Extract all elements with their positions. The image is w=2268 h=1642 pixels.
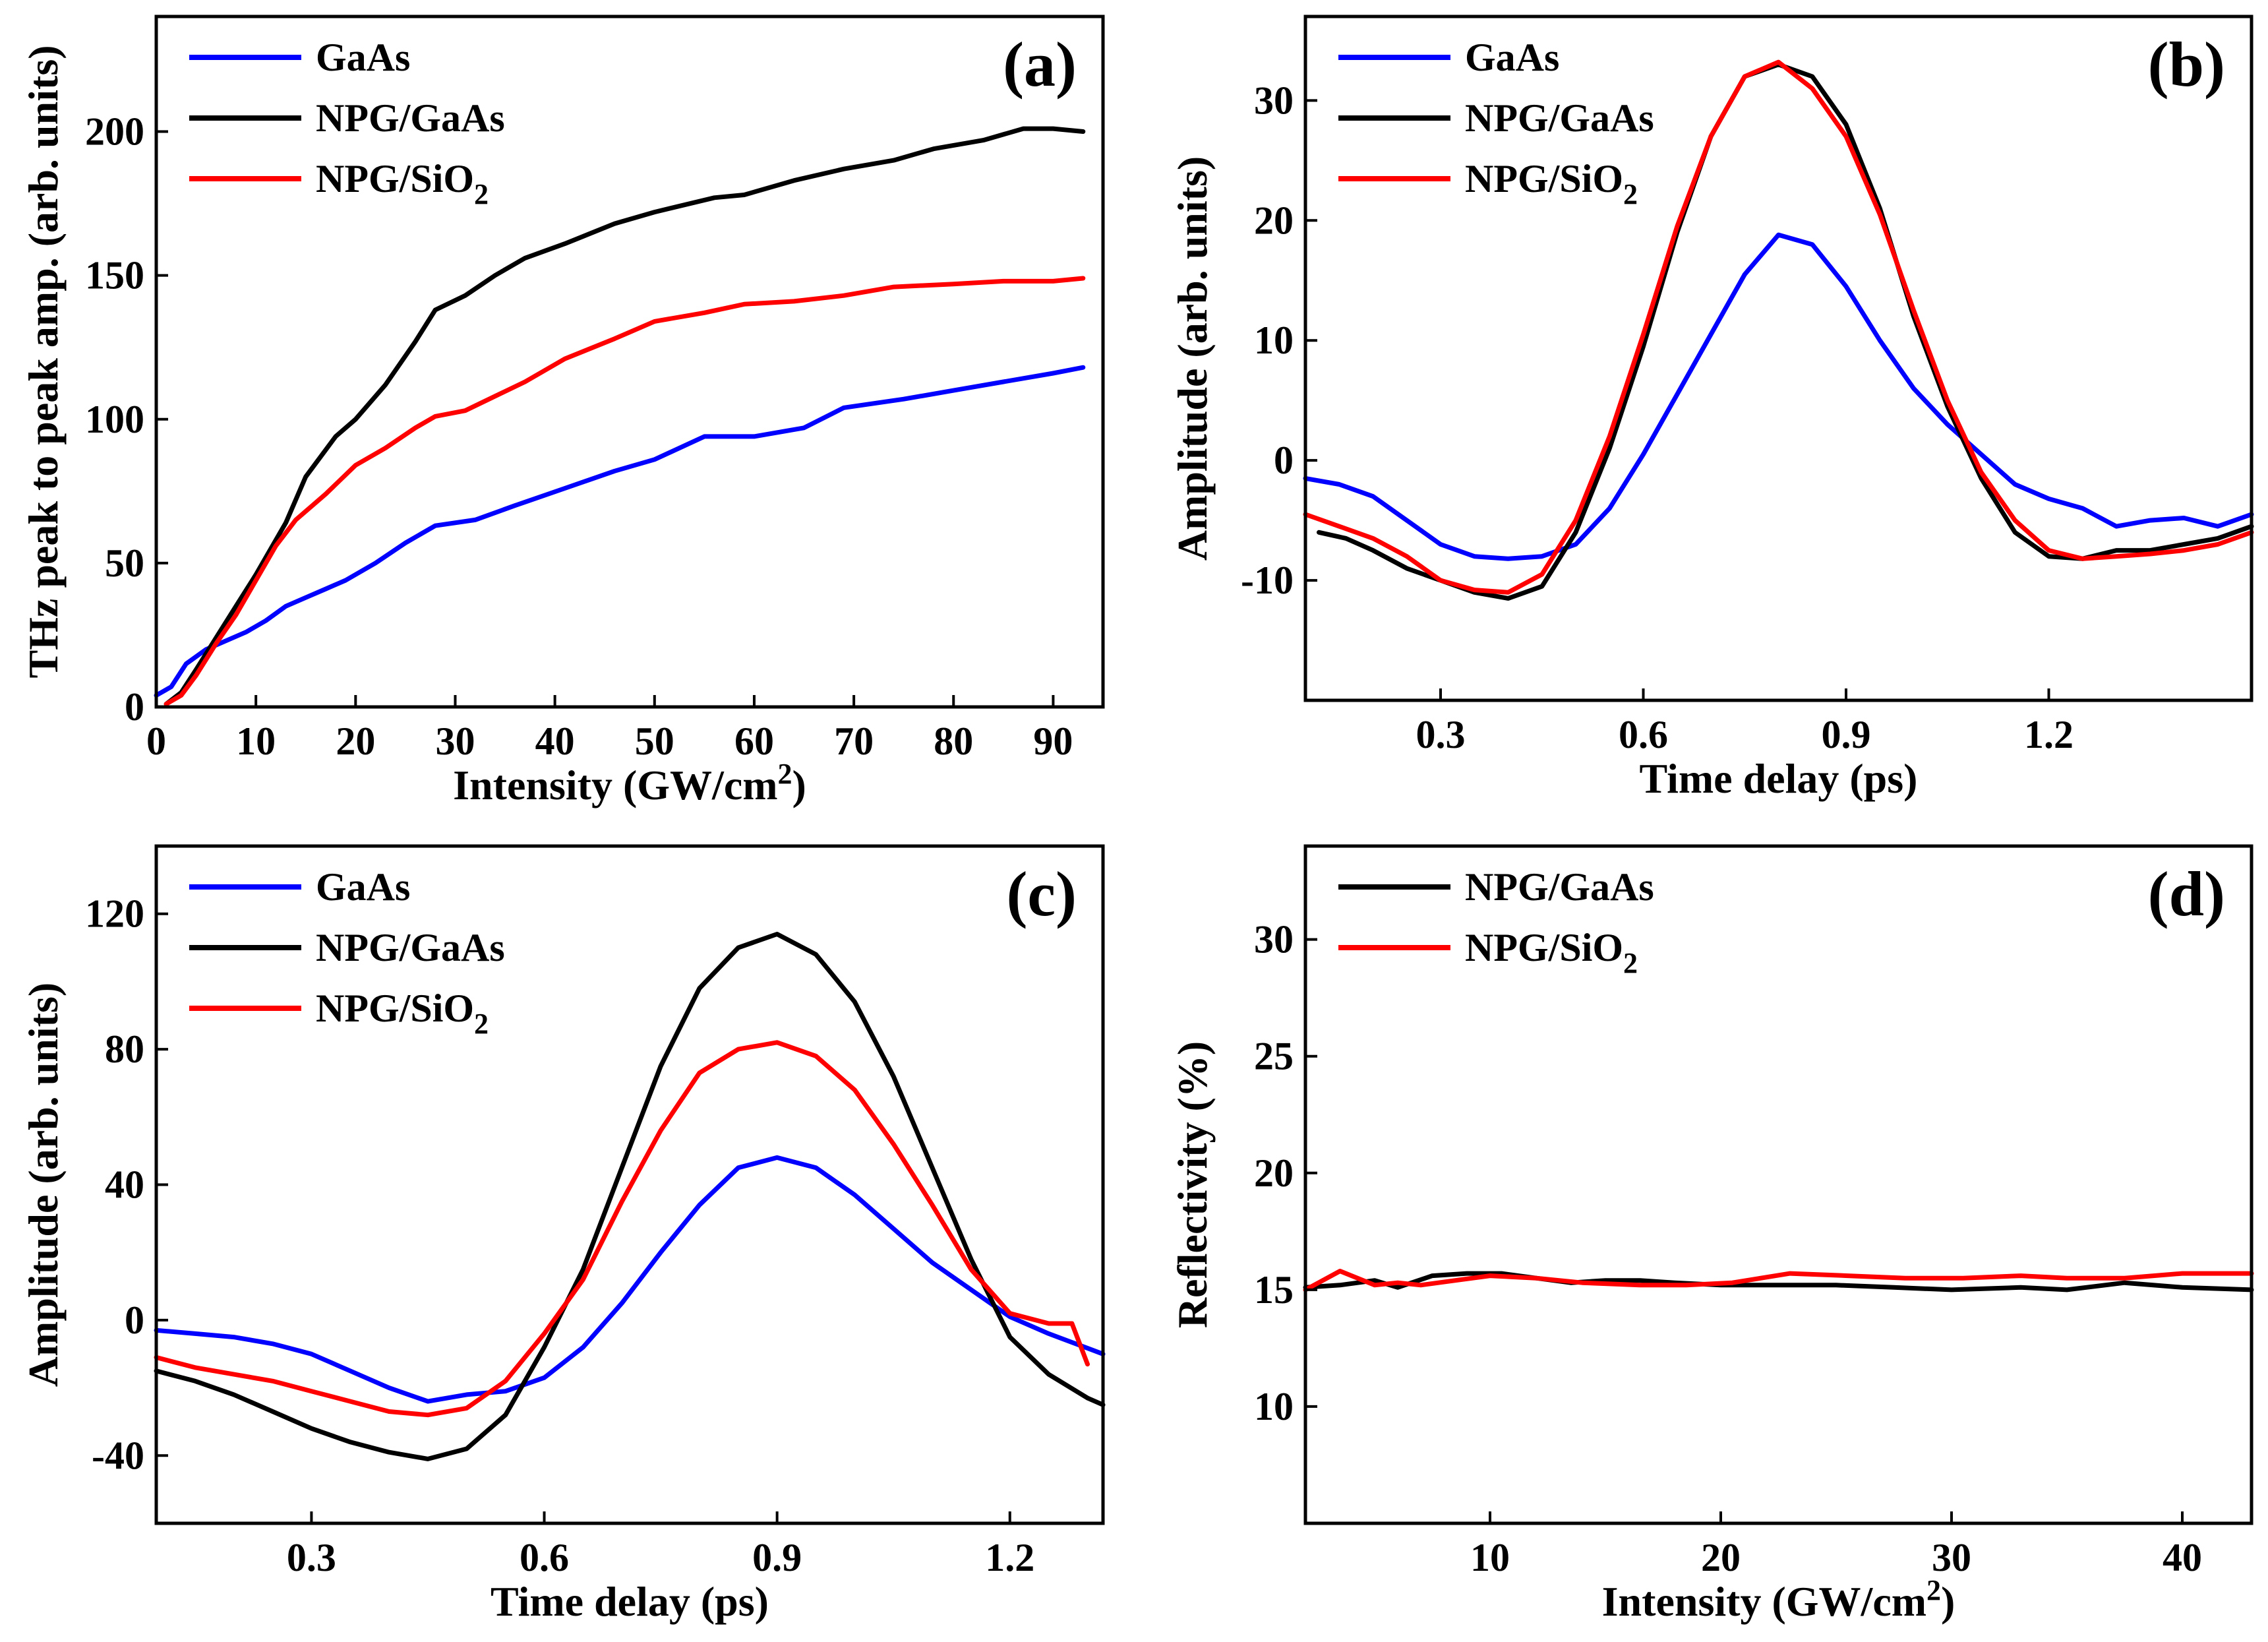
y-tick-label: 120: [85, 892, 144, 936]
y-tick-label: 0: [125, 685, 144, 729]
panel-c: 0.3 0.6 0.9 1.2 -40 0 40 80 120 Time delay (ps) Am…: [20, 844, 1106, 1625]
x-tick-label: 50: [635, 719, 674, 763]
x-tick-label: 20: [1701, 1536, 1741, 1579]
legend-entry: NPG/SiO2: [316, 157, 489, 210]
y-tick-label: 150: [85, 254, 144, 297]
x-axis-label: Intensity (GW/cm2): [453, 758, 806, 808]
x-tick-label: 0.3: [287, 1536, 336, 1579]
legend-entry: NPG/SiO2: [1465, 926, 1638, 979]
legend-entry: GaAs: [316, 36, 410, 79]
x-tick-label: 1.2: [985, 1536, 1034, 1579]
x-tick-label: 80: [934, 719, 973, 763]
x-axis-label: Time delay (ps): [1640, 755, 1918, 802]
legend-entry: NPG/SiO2: [316, 987, 489, 1040]
x-tick-label: 30: [435, 719, 475, 763]
y-tick-label: 0: [1274, 439, 1294, 482]
y-axis-label: Amplitude (arb. units): [20, 983, 67, 1387]
series-line-npg-sio2: [154, 1040, 1090, 1418]
series-line-npg-gaas: [1303, 1271, 2254, 1292]
y-tick-label: 10: [1254, 1385, 1294, 1428]
x-tick-label: 1.2: [2024, 713, 2074, 756]
plot-frame: [1303, 844, 2253, 1525]
y-tick-label: -10: [1241, 559, 1294, 602]
legend-entry: NPG/GaAs: [316, 926, 505, 969]
y-axis-label: Amplitude (arb. units): [1169, 156, 1216, 561]
y-tick-label: 20: [1254, 198, 1294, 242]
x-tick-label: 60: [734, 719, 774, 763]
panel-tag: (a): [1003, 29, 1077, 100]
y-tick-label: 30: [1254, 78, 1294, 122]
x-tick-label: 10: [1470, 1536, 1510, 1579]
legend: NPG/GaAs NPG/SiO2: [1338, 865, 1654, 979]
y-axis-label: THz peak to peak amp. (arb. units): [20, 45, 67, 678]
legend-entry: NPG/SiO2: [1465, 157, 1638, 210]
y-tick-label: 25: [1254, 1035, 1294, 1078]
legend-entry: NPG/GaAs: [1465, 865, 1654, 909]
panel-tag: (c): [1006, 859, 1077, 929]
x-tick-label: 10: [236, 719, 276, 763]
x-axis-label: Time delay (ps): [491, 1578, 769, 1625]
x-tick-label: 0.6: [520, 1536, 569, 1579]
y-tick-label: 200: [85, 110, 144, 154]
y-tick-label: 15: [1254, 1268, 1294, 1312]
legend-entry: GaAs: [1465, 36, 1559, 79]
x-tick-label: 0.3: [1416, 713, 1466, 756]
legend: GaAs NPG/GaAs NPG/SiO2: [189, 36, 505, 210]
x-tick-label: 90: [1033, 719, 1073, 763]
panel-b: 0.3 0.6 0.9 1.2 -10 0 10 20 30 Time delay (ps) Amp…: [1169, 15, 2254, 802]
series-line-gaas: [1303, 232, 2254, 561]
legend-entry: GaAs: [316, 865, 410, 909]
series-line-npg-gaas: [164, 126, 1086, 707]
y-tick-label: 100: [85, 398, 144, 441]
series-line-npg-sio2: [1303, 59, 2254, 595]
series-line-npg-sio2: [1303, 1269, 2254, 1292]
x-tick-label: 40: [535, 719, 575, 763]
x-tick-label: 0.6: [1619, 713, 1668, 756]
x-tick-label: 20: [336, 719, 375, 763]
plot-frame: [154, 15, 1105, 709]
legend-entry: NPG/GaAs: [1465, 96, 1654, 140]
y-tick-label: 10: [1254, 319, 1294, 362]
panel-a: 0 10 20 30 40 50 60 70 80 90 0 50 100 150 200 Intensity…: [20, 15, 1105, 808]
y-tick-label: 40: [105, 1163, 144, 1207]
x-axis-label: Intensity (GW/cm2): [1602, 1574, 1955, 1625]
y-axis-label: Reflectivity (%): [1169, 1041, 1216, 1328]
legend: GaAs NPG/GaAs NPG/SiO2: [1338, 36, 1654, 210]
x-tick-label: 0: [146, 719, 166, 763]
panel-tag: (d): [2148, 859, 2225, 929]
x-tick-label: 70: [834, 719, 874, 763]
y-tick-label: 0: [125, 1298, 144, 1342]
x-tick-label: 30: [1932, 1536, 1971, 1579]
series-line-gaas: [154, 365, 1086, 698]
series-line-npg-gaas: [1317, 62, 2254, 601]
y-tick-label: 50: [105, 541, 144, 585]
series-line-npg-sio2: [164, 276, 1086, 707]
y-tick-label: -40: [92, 1434, 144, 1477]
series-line-npg-gaas: [154, 932, 1106, 1461]
x-tick-label: 0.9: [1822, 713, 1871, 756]
panel-tag: (b): [2148, 29, 2225, 100]
legend: GaAs NPG/GaAs NPG/SiO2: [189, 865, 505, 1040]
series-line-gaas: [154, 1155, 1106, 1404]
plot-frame: [1303, 15, 2253, 702]
y-tick-label: 80: [105, 1027, 144, 1071]
x-tick-label: 40: [2163, 1536, 2202, 1579]
x-tick-label: 0.9: [752, 1536, 802, 1579]
y-tick-label: 20: [1254, 1151, 1294, 1195]
y-tick-label: 30: [1254, 918, 1294, 961]
legend-entry: NPG/GaAs: [316, 96, 505, 140]
